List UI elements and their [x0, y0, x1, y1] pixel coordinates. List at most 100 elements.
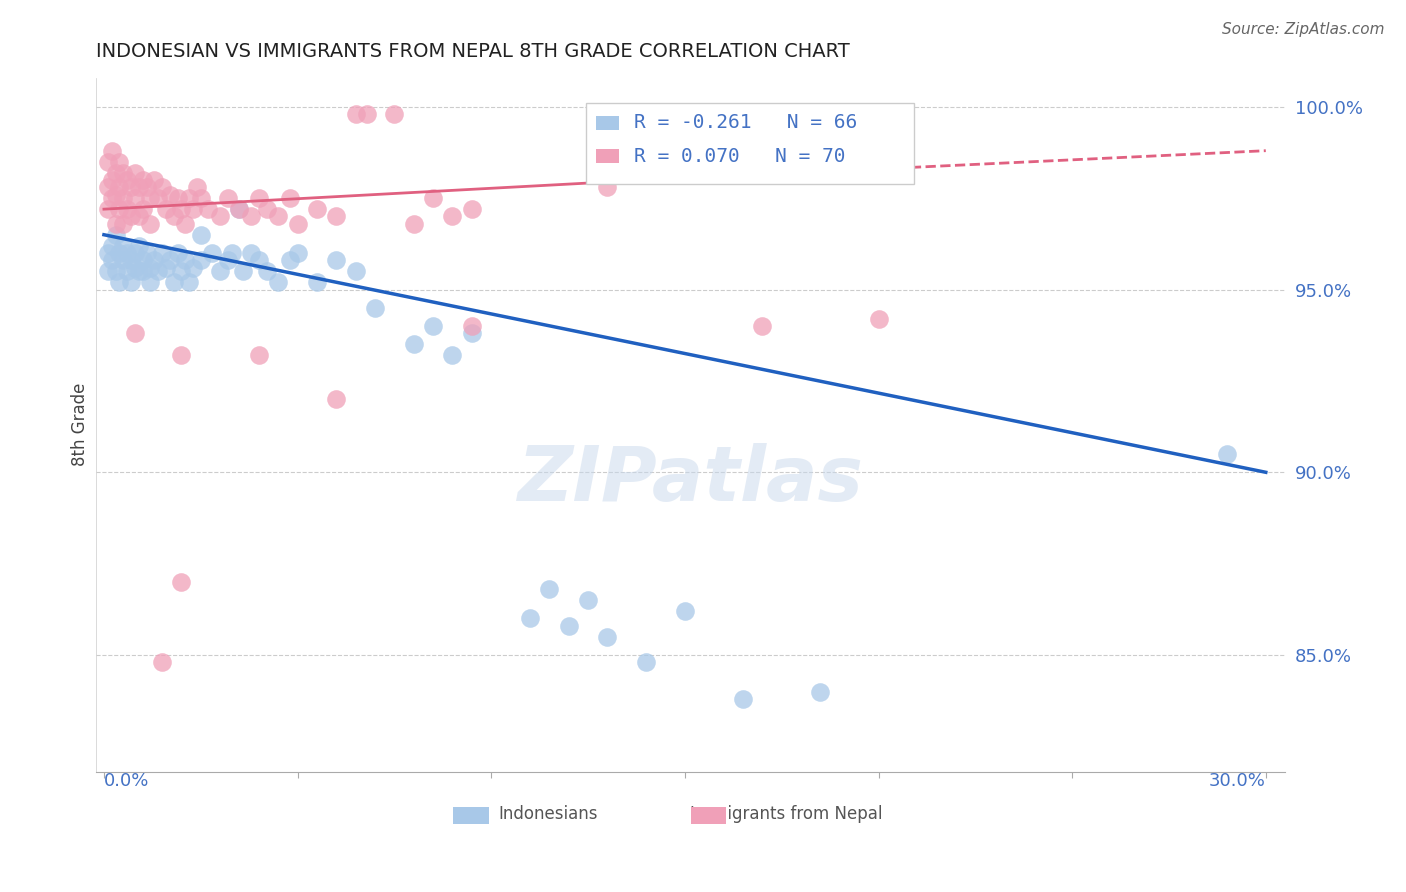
- Point: [104, 217, 127, 231]
- Point: [104, 187, 127, 202]
- Point: [170, 574, 193, 589]
- Point: [120, 210, 142, 224]
- Point: [186, 180, 208, 194]
- Point: [100, 253, 122, 268]
- Point: [232, 264, 254, 278]
- Text: Indonesians: Indonesians: [498, 805, 598, 822]
- Point: [197, 202, 219, 216]
- Point: [179, 275, 201, 289]
- Point: [100, 144, 122, 158]
- Text: 0.0%: 0.0%: [104, 772, 149, 790]
- Point: [163, 210, 186, 224]
- Point: [557, 619, 579, 633]
- FancyBboxPatch shape: [690, 806, 727, 824]
- Point: [155, 260, 177, 275]
- Text: Source: ZipAtlas.com: Source: ZipAtlas.com: [1222, 22, 1385, 37]
- Point: [181, 202, 204, 216]
- Point: [596, 180, 619, 194]
- Point: [135, 180, 157, 194]
- FancyBboxPatch shape: [586, 103, 914, 184]
- Point: [325, 253, 347, 268]
- Text: INDONESIAN VS IMMIGRANTS FROM NEPAL 8TH GRADE CORRELATION CHART: INDONESIAN VS IMMIGRANTS FROM NEPAL 8TH …: [96, 42, 851, 61]
- Point: [163, 275, 186, 289]
- Text: 30.0%: 30.0%: [1209, 772, 1265, 790]
- Point: [100, 173, 122, 187]
- Point: [190, 253, 212, 268]
- Point: [143, 253, 166, 268]
- Point: [97, 202, 120, 216]
- Point: [120, 180, 142, 194]
- Point: [150, 180, 173, 194]
- Text: R = 0.070   N = 70: R = 0.070 N = 70: [634, 146, 845, 166]
- Point: [174, 217, 197, 231]
- Point: [146, 264, 169, 278]
- Point: [115, 246, 138, 260]
- Point: [112, 238, 135, 252]
- Point: [181, 260, 204, 275]
- Point: [287, 217, 309, 231]
- Point: [209, 210, 232, 224]
- Point: [112, 166, 135, 180]
- Point: [364, 301, 387, 315]
- Point: [139, 191, 162, 205]
- Text: ZIPatlas: ZIPatlas: [517, 443, 863, 517]
- Point: [115, 202, 138, 216]
- Point: [344, 264, 367, 278]
- Point: [124, 326, 146, 341]
- Point: [174, 253, 197, 268]
- Point: [221, 246, 243, 260]
- Point: [108, 180, 131, 194]
- Point: [422, 319, 444, 334]
- Point: [673, 604, 696, 618]
- Point: [201, 246, 224, 260]
- Point: [325, 210, 347, 224]
- Point: [287, 246, 309, 260]
- Point: [97, 264, 120, 278]
- Point: [441, 210, 464, 224]
- Point: [150, 246, 173, 260]
- Point: [217, 253, 239, 268]
- Point: [519, 611, 541, 625]
- Point: [108, 202, 131, 216]
- Point: [278, 253, 301, 268]
- Point: [190, 191, 212, 205]
- Point: [461, 319, 484, 334]
- Point: [305, 202, 328, 216]
- Point: [240, 246, 263, 260]
- Point: [131, 264, 153, 278]
- Point: [108, 154, 131, 169]
- Point: [97, 154, 120, 169]
- Point: [104, 264, 127, 278]
- Point: [135, 246, 157, 260]
- Point: [159, 187, 181, 202]
- Point: [325, 392, 347, 407]
- Point: [104, 227, 127, 242]
- Point: [402, 337, 425, 351]
- Point: [576, 593, 599, 607]
- Point: [179, 191, 201, 205]
- Point: [731, 691, 754, 706]
- Text: R = -0.261   N = 66: R = -0.261 N = 66: [634, 113, 856, 132]
- FancyBboxPatch shape: [596, 116, 619, 129]
- Point: [166, 191, 188, 205]
- Point: [112, 191, 135, 205]
- Point: [538, 582, 561, 597]
- Point: [596, 630, 619, 644]
- Point: [124, 166, 146, 180]
- Point: [128, 210, 150, 224]
- Point: [166, 246, 188, 260]
- Point: [131, 202, 153, 216]
- Point: [751, 319, 773, 334]
- Point: [97, 246, 120, 260]
- Point: [115, 264, 138, 278]
- Point: [461, 202, 484, 216]
- Point: [170, 348, 193, 362]
- Point: [402, 217, 425, 231]
- Point: [256, 202, 278, 216]
- Point: [159, 253, 181, 268]
- Point: [170, 264, 193, 278]
- Point: [112, 217, 135, 231]
- Point: [217, 191, 239, 205]
- Point: [104, 166, 127, 180]
- Point: [356, 107, 378, 121]
